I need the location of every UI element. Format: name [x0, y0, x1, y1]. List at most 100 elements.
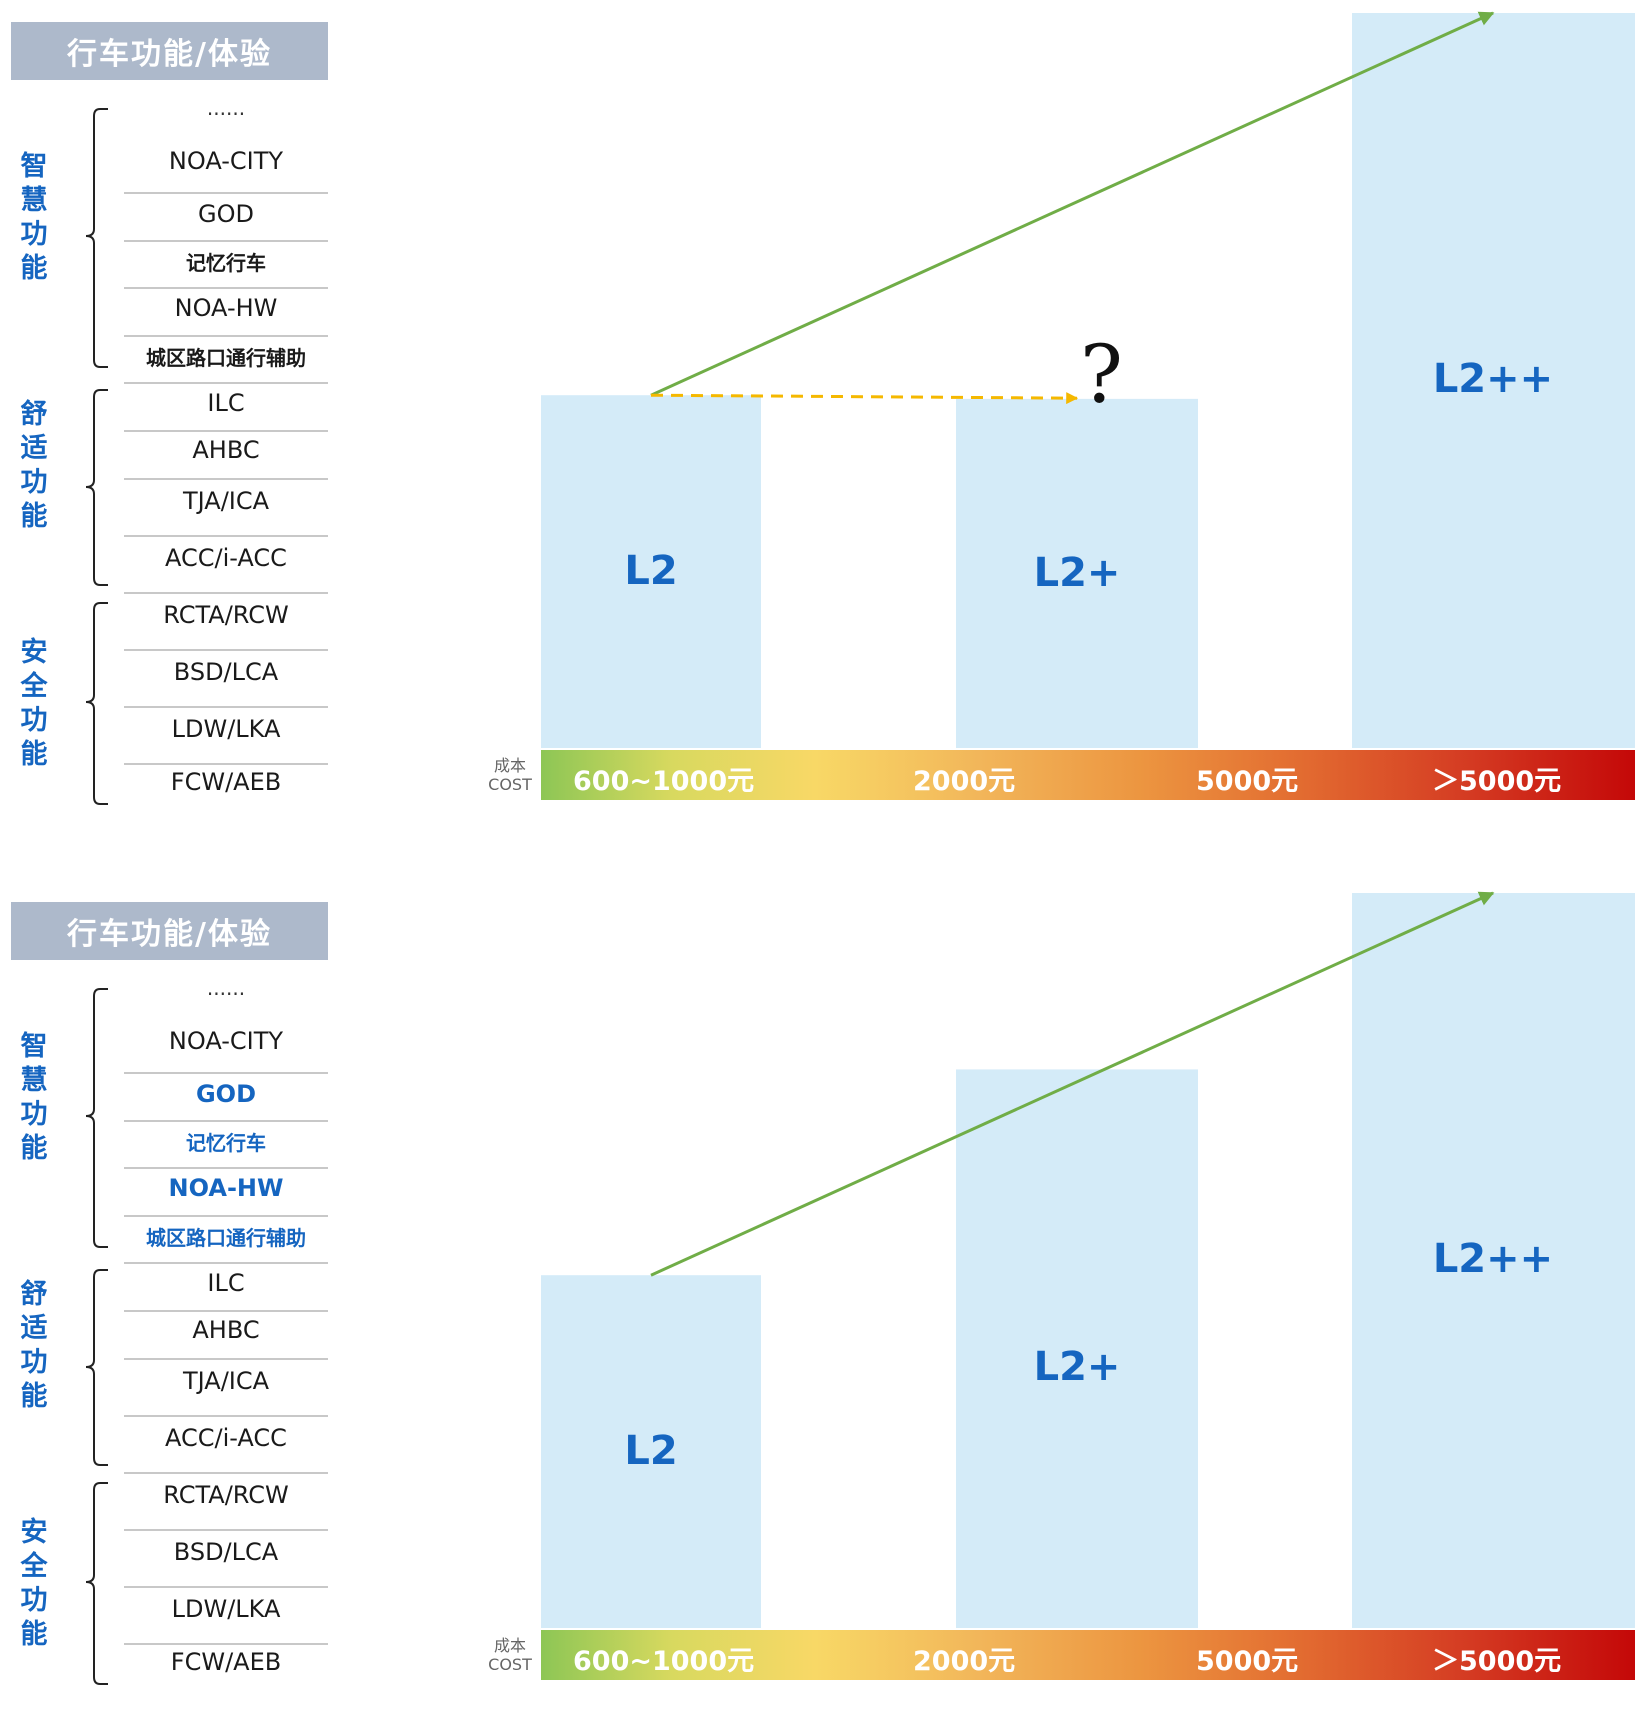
feature-item: GOD	[195, 1080, 257, 1108]
feature-item: LDW/LKA	[171, 1595, 281, 1623]
cost-caption-cn: 成本	[493, 1636, 526, 1655]
feature-separator	[124, 1529, 328, 1531]
feature-item: LDW/LKA	[171, 715, 281, 743]
cost-caption-en: COST	[488, 1655, 532, 1674]
feature-item: RCTA/RCW	[163, 601, 289, 629]
feature-item: TJA/ICA	[182, 487, 270, 515]
feature-item: NOA-HW	[174, 294, 278, 322]
feature-separator	[124, 535, 328, 537]
feature-separator	[124, 649, 328, 651]
feature-item: FCW/AEB	[170, 768, 282, 796]
cost-label-2: 2000元	[913, 766, 1016, 797]
feature-separator	[124, 430, 328, 432]
trend-arrow	[650, 11, 1495, 397]
group-label-text: 安全功能	[20, 637, 48, 770]
feature-item: AHBC	[192, 1316, 260, 1344]
group-label-safety: 安全功能	[14, 1516, 54, 1652]
feature-item: ACC/i-ACC	[165, 544, 287, 572]
level-chart	[541, 891, 1635, 1628]
group-label-comfort: 舒适功能	[14, 1278, 54, 1414]
panel-header: 行车功能/体验	[11, 902, 328, 960]
group-label-text: 舒适功能	[20, 399, 48, 532]
feature-separator	[124, 592, 328, 594]
cost-caption: 成本 COST	[480, 756, 540, 794]
feature-item: ACC/i-ACC	[165, 1424, 287, 1452]
panel-bottom: 行车功能/体验 智慧功能 舒适功能 安全功能 ...... NOA-CITY GOD…	[0, 880, 1640, 1728]
feature-separator	[124, 240, 328, 242]
feature-separator	[124, 1643, 328, 1645]
bar-l2	[541, 395, 761, 748]
group-label-text: 舒适功能	[20, 1279, 48, 1412]
feature-separator	[124, 1120, 328, 1122]
feature-separator	[124, 1072, 328, 1074]
feature-item: RCTA/RCW	[163, 1481, 289, 1509]
group-label-smart: 智慧功能	[14, 150, 54, 286]
cost-label-4: ＞5000元	[1432, 766, 1562, 797]
feature-separator	[124, 1415, 328, 1417]
cost-caption: 成本 COST	[480, 1636, 540, 1674]
feature-item: NOA-HW	[168, 1174, 284, 1202]
feature-item: NOA-CITY	[168, 147, 284, 175]
bar-label: L2	[624, 548, 678, 594]
feature-item: ILC	[207, 389, 245, 417]
bar-label: L2+	[1033, 550, 1121, 596]
cost-label-1: 600~1000元	[573, 1646, 755, 1677]
feature-separator	[124, 192, 328, 194]
group-label-smart: 智慧功能	[14, 1030, 54, 1166]
feature-separator	[124, 1262, 328, 1264]
level-chart	[541, 11, 1635, 748]
cost-label-2: 2000元	[913, 1646, 1016, 1677]
bar-label: L2	[624, 1428, 678, 1474]
feature-item: ......	[206, 976, 246, 1000]
feature-separator	[124, 382, 328, 384]
cost-label-3: 5000元	[1196, 1646, 1299, 1677]
bar-l2plusplus	[1352, 893, 1635, 1628]
cost-label-3: 5000元	[1196, 766, 1299, 797]
feature-separator	[124, 478, 328, 480]
feature-item: 城区路口通行辅助	[146, 1226, 306, 1250]
feature-item: BSD/LCA	[173, 1538, 279, 1566]
cost-caption-cn: 成本	[493, 756, 526, 775]
group-label-text: 智慧功能	[20, 1031, 48, 1164]
feature-item: 城区路口通行辅助	[146, 346, 306, 370]
feature-separator	[124, 1310, 328, 1312]
bar-l2plus	[956, 1069, 1198, 1628]
cost-bar	[541, 750, 1635, 800]
feature-item: ILC	[207, 1269, 245, 1297]
cost-label-1: 600~1000元	[573, 766, 755, 797]
feature-item: 记忆行车	[186, 1131, 266, 1155]
bar-label: L2+	[1033, 1344, 1121, 1390]
feature-separator	[124, 763, 328, 765]
feature-separator	[124, 1358, 328, 1360]
feature-item: TJA/ICA	[182, 1367, 270, 1395]
feature-item: NOA-CITY	[168, 1027, 284, 1055]
panel-header: 行车功能/体验	[11, 22, 328, 80]
group-label-comfort: 舒适功能	[14, 398, 54, 534]
feature-separator	[124, 1167, 328, 1169]
group-label-text: 安全功能	[20, 1517, 48, 1650]
feature-item: 记忆行车	[186, 251, 266, 275]
cost-label-4: ＞5000元	[1432, 1646, 1562, 1677]
bar-l2plusplus	[1352, 13, 1635, 748]
feature-separator	[124, 287, 328, 289]
group-label-safety: 安全功能	[14, 636, 54, 772]
feature-item: GOD	[198, 200, 254, 228]
dashed-arrow	[650, 392, 1079, 405]
feature-separator	[124, 1472, 328, 1474]
panel-top: 行车功能/体验 智慧功能 舒适功能 安全功能 ...... NOA-CITY GOD…	[0, 0, 1640, 848]
question-mark: ?	[1080, 328, 1123, 421]
feature-item: BSD/LCA	[173, 658, 279, 686]
bar-label: L2++	[1432, 356, 1554, 402]
bar-l2plus	[956, 398, 1198, 748]
feature-item: FCW/AEB	[170, 1648, 282, 1676]
feature-item: AHBC	[192, 436, 260, 464]
feature-separator	[124, 706, 328, 708]
group-brackets	[85, 988, 108, 1685]
feature-item: ......	[206, 96, 246, 120]
feature-separator	[124, 1586, 328, 1588]
trend-arrow	[650, 891, 1495, 1277]
cost-caption-en: COST	[488, 775, 532, 794]
bar-label: L2++	[1432, 1236, 1554, 1282]
feature-separator	[124, 335, 328, 337]
feature-separator	[124, 1215, 328, 1217]
